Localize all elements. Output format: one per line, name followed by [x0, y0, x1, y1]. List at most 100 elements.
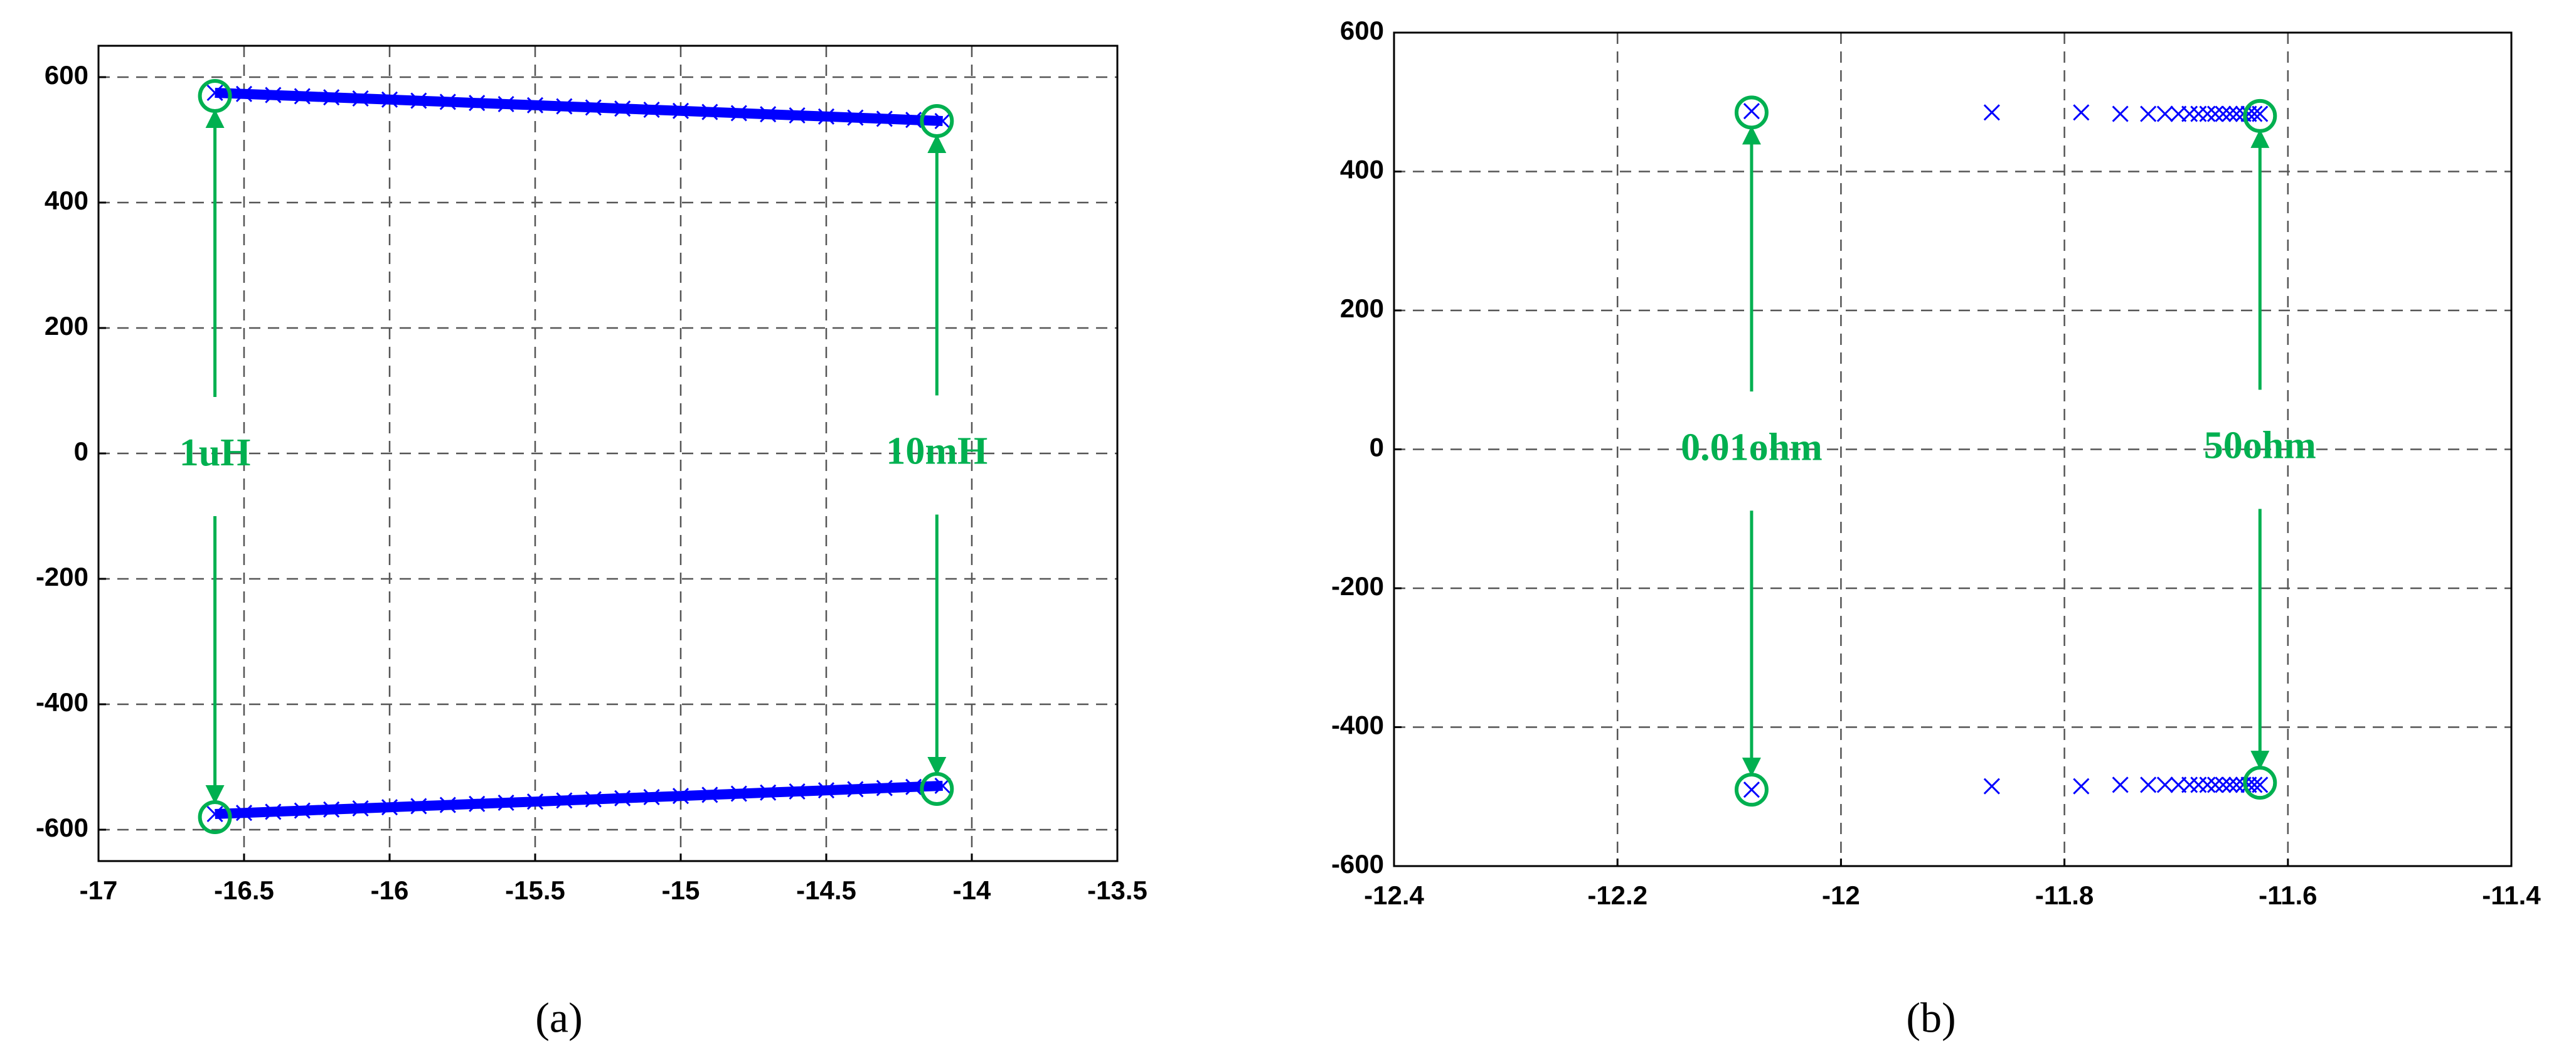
x-marker [2112, 105, 2129, 122]
x-marker [469, 95, 486, 112]
x-marker [498, 794, 514, 812]
x-marker [556, 98, 573, 115]
x-marker [2073, 104, 2090, 121]
y-tick-label: -200 [36, 562, 88, 591]
x-marker [2206, 105, 2224, 122]
x-marker [2215, 105, 2232, 122]
x-marker [498, 95, 514, 113]
x-marker [585, 99, 602, 116]
x-marker [817, 108, 835, 125]
y-tick-label: 0 [74, 436, 88, 466]
annotation: 10mH [886, 430, 987, 473]
x-marker [2112, 776, 2129, 793]
x-tick-label: -15.5 [505, 875, 565, 905]
x-marker [381, 91, 398, 108]
x-tick-label: -12.2 [1587, 881, 1647, 910]
x-tick-label: -11.8 [2035, 881, 2094, 910]
x-marker [469, 795, 486, 812]
x-marker [439, 796, 456, 813]
x-marker [2246, 776, 2263, 793]
x-marker [905, 112, 922, 129]
y-tick-label: 600 [45, 60, 88, 90]
y-tick-label: 400 [1340, 155, 1384, 184]
caption: (a) [535, 994, 582, 1042]
x-marker [2215, 776, 2232, 793]
x-marker [294, 802, 311, 819]
x-marker [672, 788, 689, 805]
x-tick-label: -15 [662, 875, 700, 905]
x-tick-label: -13.5 [1087, 875, 1147, 905]
x-marker [410, 798, 427, 815]
x-marker [730, 105, 747, 122]
annotation: 50ohm [2204, 425, 2316, 467]
x-marker [2073, 778, 2090, 795]
x-marker [614, 790, 631, 807]
x-tick-label: -12.4 [1364, 881, 1424, 910]
x-marker [2199, 776, 2216, 793]
annotation: 1uH [179, 431, 251, 474]
y-tick-label: -200 [1331, 571, 1384, 601]
x-marker [206, 84, 223, 102]
x-tick-label: -14 [953, 875, 991, 905]
x-marker [730, 785, 747, 802]
x-marker [352, 90, 369, 107]
y-tick-label: 400 [45, 186, 88, 215]
x-marker [2228, 776, 2245, 793]
x-marker [381, 799, 398, 816]
x-marker [323, 801, 340, 818]
x-marker [614, 100, 631, 117]
x-marker [2156, 776, 2173, 793]
x-marker [2252, 105, 2269, 122]
y-tick-label: 0 [1370, 433, 1384, 462]
x-marker [235, 85, 253, 102]
x-marker [701, 786, 718, 803]
x-marker [2199, 105, 2216, 122]
x-tick-label: -17 [80, 875, 118, 905]
y-tick-label: -400 [36, 687, 88, 717]
series-line [215, 781, 943, 819]
x-marker [1983, 104, 2000, 121]
x-marker [2222, 776, 2238, 793]
x-marker [526, 97, 544, 114]
y-tick-label: 200 [1340, 294, 1384, 323]
x-marker [701, 103, 718, 120]
x-tick-label: -12 [1822, 881, 1860, 910]
x-tick-label: -16.5 [214, 875, 274, 905]
series-line [215, 88, 943, 126]
x-tick-label: -14.5 [796, 875, 856, 905]
x-marker [410, 92, 427, 109]
x-marker [760, 784, 777, 801]
x-tick-label: -11.6 [2259, 881, 2317, 910]
x-marker [934, 112, 951, 130]
x-marker [556, 792, 573, 809]
y-tick-label: -600 [36, 813, 88, 842]
x-marker [1743, 781, 1760, 798]
x-marker [847, 781, 864, 798]
x-marker [206, 805, 223, 823]
x-marker [352, 800, 369, 817]
x-marker [265, 87, 282, 103]
x-marker [847, 109, 864, 126]
x-marker [1983, 778, 2000, 795]
x-marker [789, 107, 806, 124]
x-marker [323, 89, 340, 106]
y-tick-label: 600 [1340, 16, 1384, 45]
x-marker [439, 93, 456, 110]
x-marker [2140, 105, 2157, 122]
x-marker [2222, 105, 2238, 122]
x-marker [876, 110, 893, 127]
y-tick-label: -400 [1331, 711, 1384, 740]
caption: (b) [1906, 994, 1956, 1042]
plot-frame [1393, 31, 2513, 867]
x-marker [905, 778, 922, 795]
x-marker [585, 791, 602, 808]
x-marker [1743, 103, 1760, 120]
y-tick-label: -600 [1331, 849, 1384, 879]
x-marker [817, 782, 835, 799]
x-marker [235, 805, 253, 822]
x-marker [643, 101, 660, 119]
x-marker [672, 102, 689, 119]
x-marker [643, 788, 660, 806]
annotation: 0.01ohm [1681, 426, 1823, 469]
